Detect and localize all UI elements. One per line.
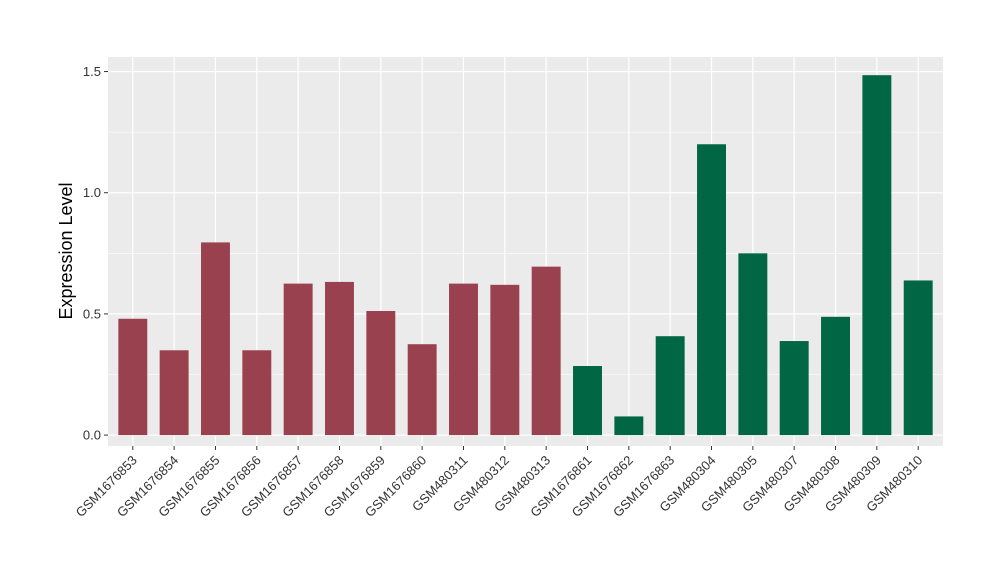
bar	[779, 341, 809, 436]
y-axis: 0.0 0.5 1.0 1.5	[83, 64, 108, 443]
bar	[242, 350, 272, 436]
bar	[697, 144, 726, 436]
y-tick-label: 1.5	[83, 64, 101, 79]
y-tick-label: 1.0	[83, 185, 101, 200]
bar	[531, 266, 561, 436]
bar	[201, 242, 230, 436]
bar	[490, 284, 520, 436]
bar	[325, 281, 354, 436]
y-axis-title: Expression Level	[56, 182, 76, 319]
bar	[614, 416, 644, 436]
y-tick-label: 0.0	[83, 428, 101, 443]
y-tick-label: 0.5	[83, 306, 101, 321]
bar	[283, 283, 313, 436]
bar	[407, 344, 437, 436]
plot-panel	[108, 57, 943, 446]
bar	[903, 280, 933, 436]
bar	[366, 311, 396, 436]
bar	[821, 316, 850, 436]
bars	[118, 75, 933, 436]
bar	[573, 366, 602, 436]
bar	[655, 336, 685, 436]
bar	[159, 350, 189, 436]
bar	[118, 318, 148, 436]
bar	[862, 75, 892, 436]
bar	[449, 283, 478, 436]
bar	[738, 253, 768, 436]
x-axis: GSM1676853GSM1676854GSM1676855GSM1676856…	[73, 446, 925, 520]
